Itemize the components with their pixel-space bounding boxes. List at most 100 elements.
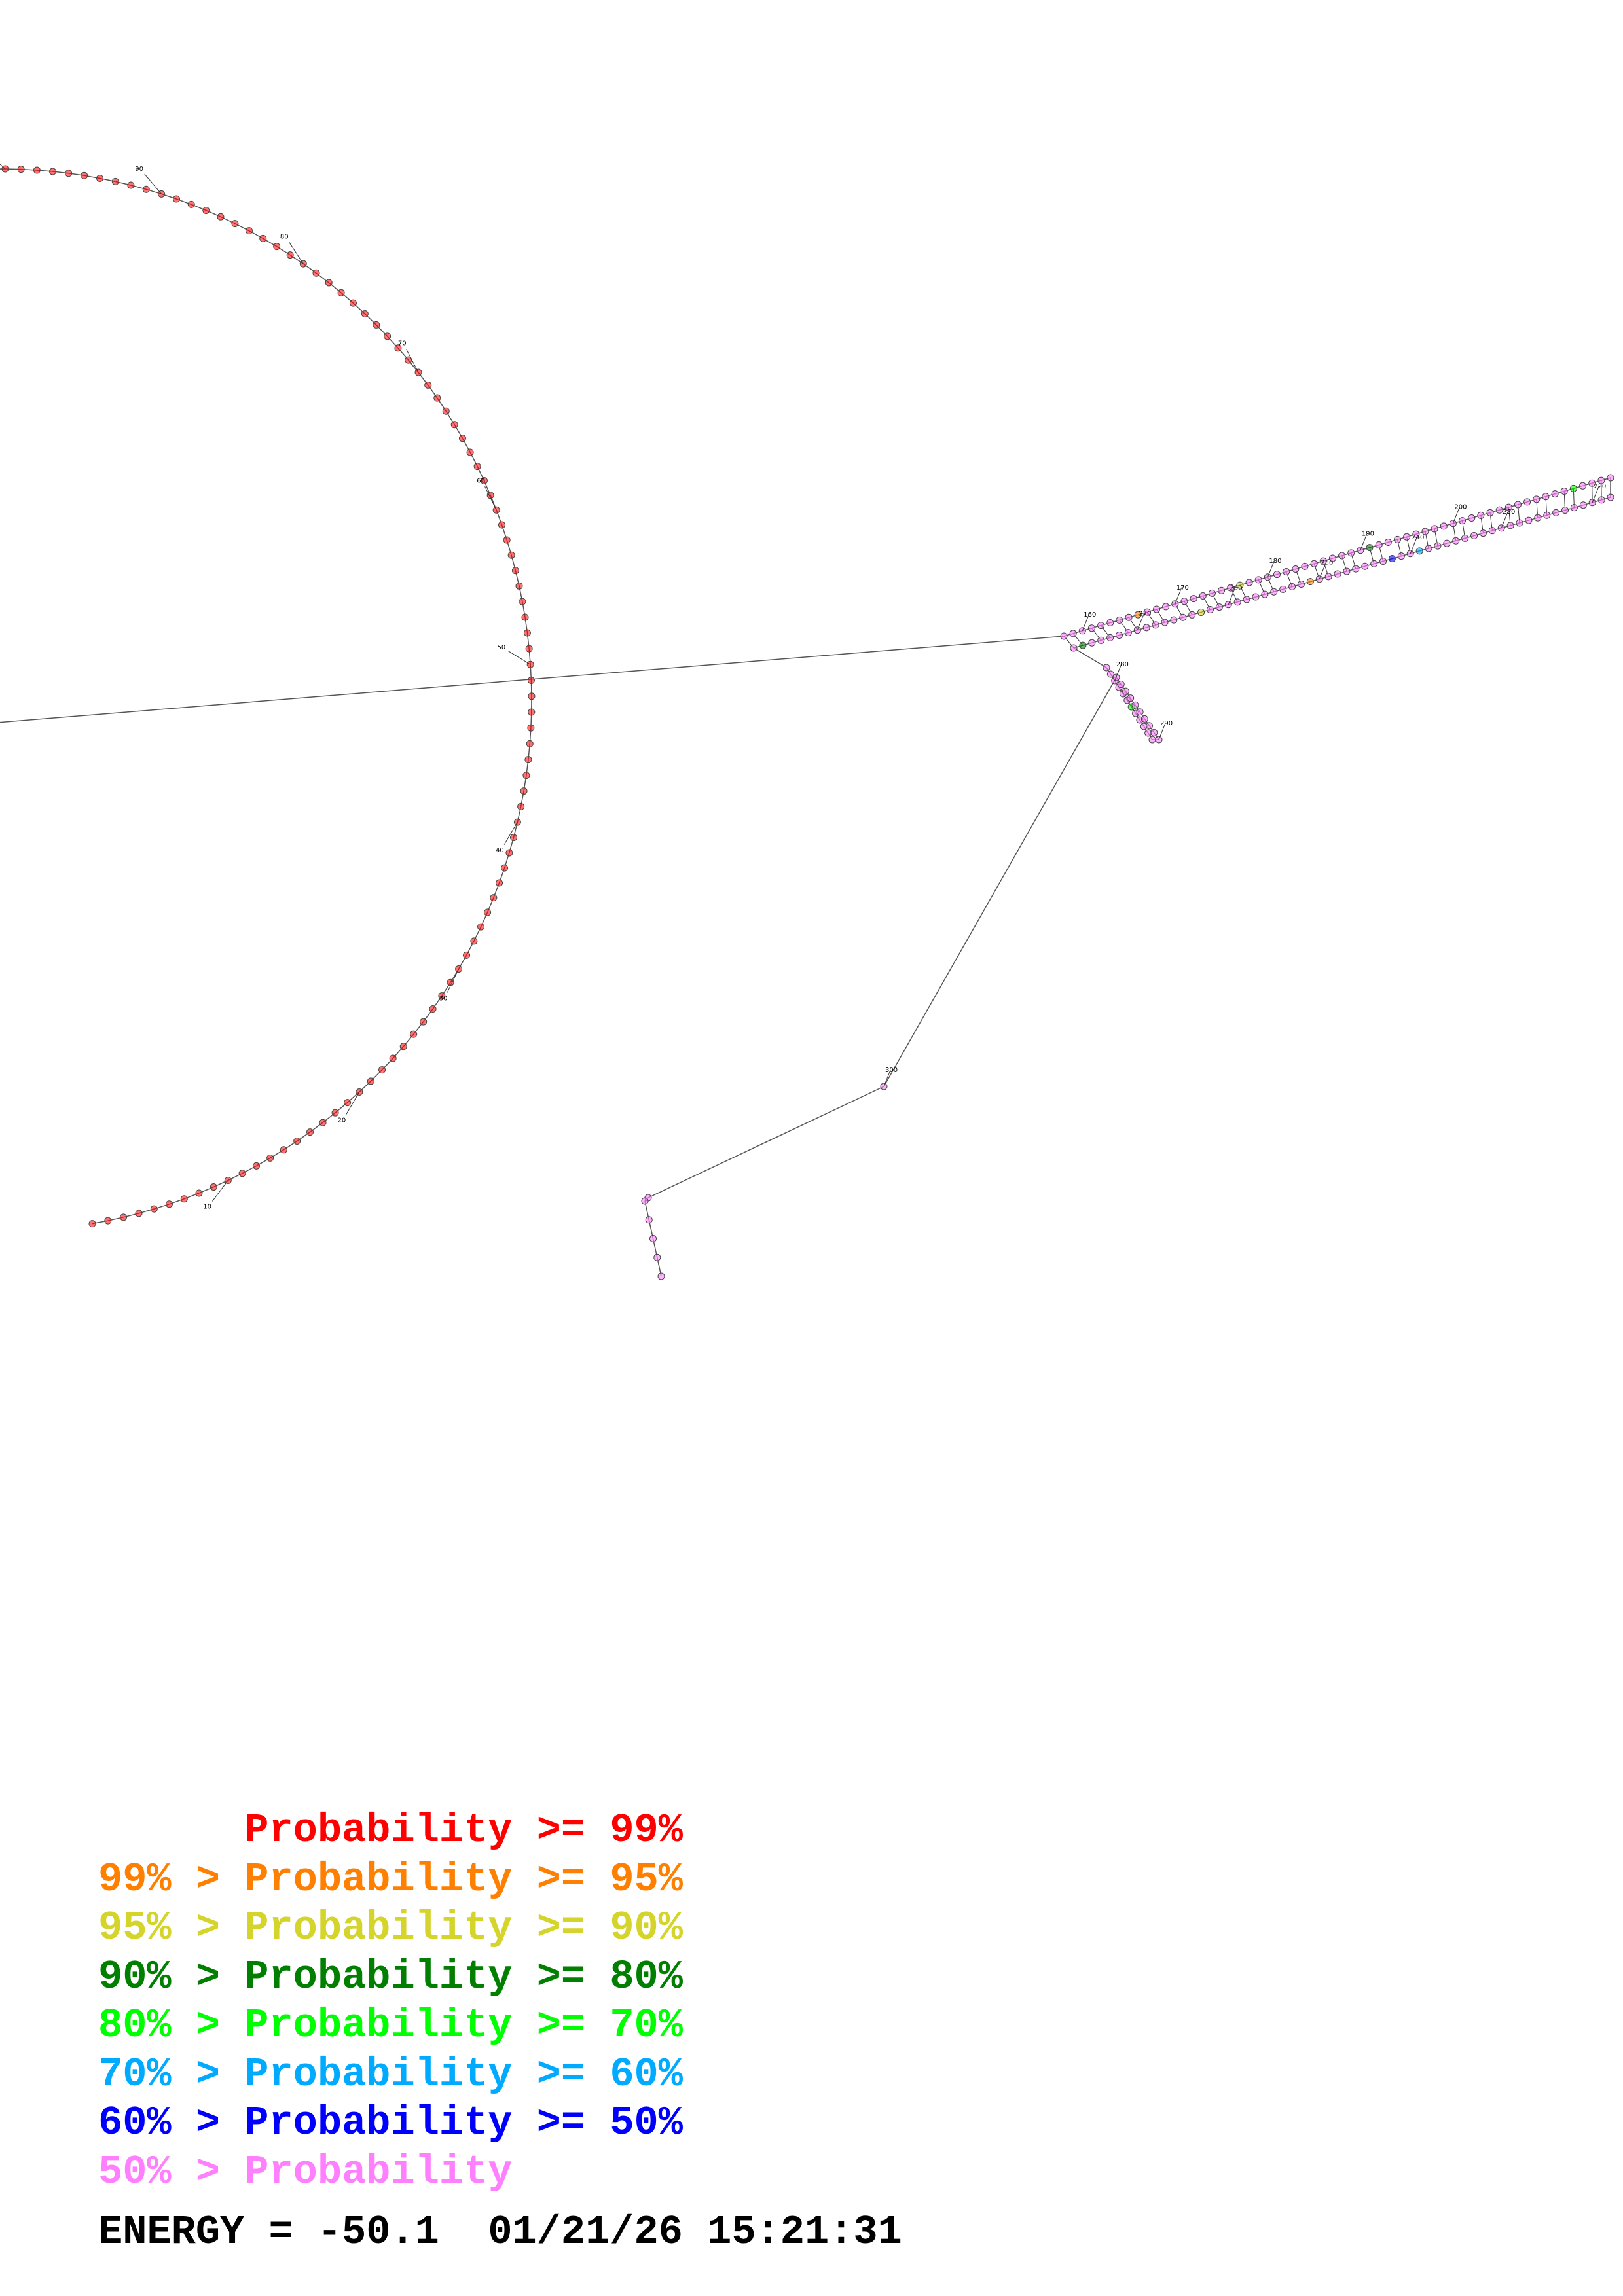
nucleotide-circle bbox=[466, 448, 474, 456]
nucleotide-circle bbox=[202, 206, 210, 214]
nucleotide-circle bbox=[111, 177, 119, 185]
nucleotide-circle bbox=[509, 834, 517, 842]
nucleotide-circle bbox=[438, 992, 446, 1000]
nucleotide-circle bbox=[1170, 616, 1178, 624]
nucleotide-circle bbox=[420, 1018, 428, 1026]
nucleotide-circle bbox=[1142, 624, 1150, 632]
nucleotide-circle bbox=[1310, 560, 1318, 567]
nucleotide-circle bbox=[1131, 701, 1139, 709]
nucleotide-circle bbox=[1412, 530, 1420, 538]
nucleotide-circle bbox=[1306, 578, 1314, 586]
nucleotide-circle bbox=[65, 170, 73, 177]
numbering-ticks: 1020304050607080901001101201301401501601… bbox=[0, 164, 1606, 1210]
legend-prefix: 70% > bbox=[98, 2051, 245, 2098]
tick-label: 80 bbox=[280, 233, 289, 240]
nucleotide-circle bbox=[1252, 593, 1260, 601]
nucleotide-circle bbox=[150, 1205, 158, 1213]
tick-label: 70 bbox=[398, 340, 407, 348]
nucleotide-circle bbox=[1504, 503, 1512, 511]
nucleotide-circle bbox=[195, 1189, 203, 1197]
nucleotide-circle bbox=[1199, 592, 1207, 600]
backbone-lines bbox=[0, 168, 1611, 1277]
tick-label: 290 bbox=[1160, 720, 1173, 727]
nucleotide-circle bbox=[1459, 517, 1467, 525]
nucleotide-circle bbox=[1088, 639, 1096, 647]
nucleotide-circle bbox=[1552, 509, 1560, 516]
tick-label: 160 bbox=[1084, 611, 1096, 619]
nucleotide-circle bbox=[1607, 474, 1614, 482]
nucleotide-circle bbox=[519, 598, 526, 605]
nucleotide-circle bbox=[1443, 539, 1451, 547]
nucleotide-circle bbox=[1486, 509, 1494, 516]
nucleotide-circle bbox=[1343, 567, 1351, 575]
nucleotide-circle bbox=[1069, 630, 1077, 637]
tick-label: 250 bbox=[1321, 560, 1333, 567]
nucleotide-circle bbox=[484, 908, 492, 916]
backbone-segment bbox=[0, 636, 1065, 723]
nucleotide-circle bbox=[1106, 619, 1114, 626]
legend-prefix: 99% > bbox=[98, 1856, 245, 1903]
nucleotide-circle bbox=[1579, 501, 1587, 509]
nucleotide-circle bbox=[331, 1109, 339, 1117]
nucleotide-circle bbox=[1328, 554, 1336, 562]
nucleotide-circle bbox=[266, 1154, 274, 1162]
nucleotide-circle bbox=[1218, 586, 1226, 594]
tick-line bbox=[503, 821, 518, 845]
nucleotide-circle bbox=[1190, 595, 1197, 603]
nucleotide-circle bbox=[1245, 579, 1253, 586]
nucleotide-circle bbox=[1597, 476, 1605, 484]
nucleotide-circle bbox=[1261, 590, 1269, 598]
legend-prefix: 80% > bbox=[98, 2002, 245, 2049]
nucleotide-circle bbox=[33, 166, 41, 174]
nucleotide-circle bbox=[378, 1066, 386, 1074]
nucleotide-circle bbox=[1324, 573, 1332, 581]
timestamp: 01/21/26 15:21:31 bbox=[488, 2209, 902, 2255]
nucleotide-circle bbox=[344, 1099, 352, 1107]
nucleotide-circle bbox=[1106, 670, 1114, 678]
tick-line bbox=[447, 969, 460, 993]
tick-label: 270 bbox=[1139, 611, 1151, 618]
nucleotide-circle bbox=[649, 1235, 657, 1242]
nucleotide-circle bbox=[1588, 479, 1596, 487]
nucleotide-circle bbox=[496, 879, 503, 887]
tick-label: 220 bbox=[1594, 483, 1606, 490]
nucleotide-circle bbox=[1301, 562, 1309, 570]
nucleotide-circle bbox=[1525, 516, 1533, 524]
nucleotide-circle bbox=[1140, 715, 1148, 723]
nucleotide-circle bbox=[253, 1162, 261, 1170]
nucleotide-circle bbox=[1116, 616, 1123, 624]
nucleotide-circle bbox=[526, 740, 534, 747]
nucleotide-circle bbox=[1361, 562, 1369, 570]
nucleotide-circle bbox=[1434, 542, 1442, 550]
nucleotide-circle bbox=[187, 200, 195, 208]
nucleotide-circle bbox=[1334, 570, 1341, 578]
nucleotide-circle bbox=[1122, 687, 1129, 695]
nucleotide-circle bbox=[1542, 493, 1550, 501]
nucleotide-circle bbox=[1233, 598, 1241, 606]
nucleotide-circle bbox=[1125, 613, 1133, 621]
nucleotide-circle bbox=[1488, 527, 1496, 535]
nucleotide-circle bbox=[1347, 549, 1355, 557]
nucleotide-circle bbox=[527, 724, 535, 732]
nucleotide-circle bbox=[410, 1030, 418, 1038]
tick-line bbox=[1175, 587, 1182, 604]
nucleotide-circle bbox=[463, 951, 471, 959]
nucleotide-circles bbox=[1, 165, 1614, 1280]
nucleotide-circle bbox=[1106, 634, 1114, 641]
nucleotide-circle bbox=[1533, 495, 1541, 503]
nucleotide-circle bbox=[1570, 504, 1578, 512]
nucleotide-circle bbox=[1208, 589, 1216, 597]
legend-row: Probability >= 99% bbox=[98, 1806, 683, 1856]
nucleotide-circle bbox=[373, 321, 380, 329]
nucleotide-circle bbox=[1366, 544, 1374, 552]
nucleotide-circle bbox=[424, 381, 432, 389]
nucleotide-circle bbox=[1551, 490, 1559, 498]
nucleotide-circle bbox=[1153, 605, 1161, 613]
nucleotide-circle bbox=[1569, 484, 1577, 492]
nucleotide-circle bbox=[81, 171, 88, 179]
tick-line bbox=[211, 1180, 228, 1202]
nucleotide-circle bbox=[1143, 608, 1151, 616]
nucleotide-circle bbox=[1523, 498, 1531, 506]
nucleotide-circle bbox=[641, 1197, 649, 1205]
nucleotide-circle bbox=[525, 645, 533, 653]
